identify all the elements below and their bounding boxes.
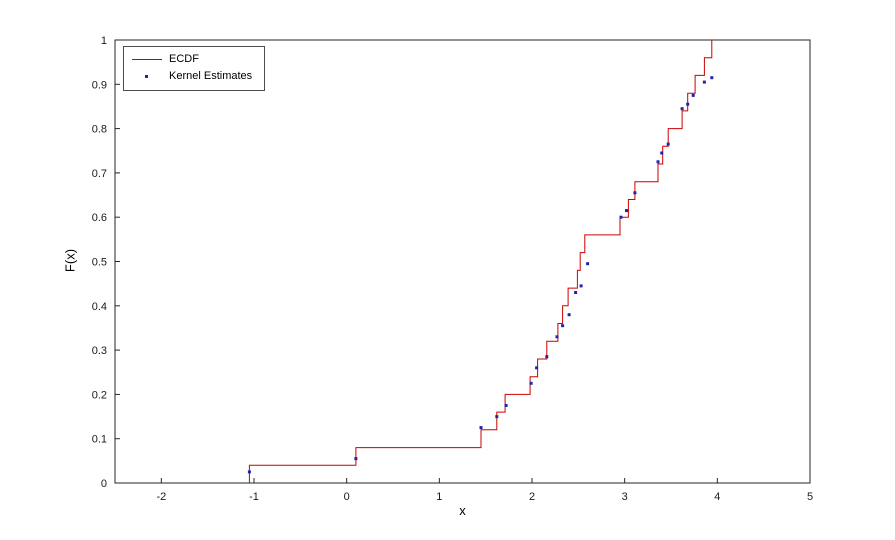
- y-tick-label: 0.5: [92, 257, 107, 269]
- ecdf-line-swatch: [132, 54, 162, 65]
- x-tick-label: 1: [436, 491, 442, 503]
- y-tick-label: 0.6: [92, 212, 107, 224]
- legend-label-ecdf: ECDF: [169, 53, 199, 65]
- kernel-estimate-point: [545, 355, 549, 359]
- kernel-estimate-point: [574, 291, 578, 294]
- kernel-estimate-point: [529, 381, 533, 385]
- kernel-estimate-point: [247, 470, 251, 474]
- x-tick-label: 0: [344, 491, 350, 503]
- legend-label-kernel: Kernel Estimates: [169, 70, 253, 82]
- kernel-estimate-point: [666, 142, 670, 146]
- x-tick-label: 5: [807, 491, 813, 503]
- kernel-estimate-point: [656, 160, 660, 164]
- legend-item-ecdf: ECDF: [132, 51, 252, 68]
- legend: ECDF Kernel Estimates: [123, 46, 266, 91]
- kernel-estimate-point: [561, 324, 565, 328]
- kernel-estimate-point: [535, 366, 539, 370]
- x-axis-label: x: [459, 503, 466, 518]
- y-tick-label: 1: [101, 35, 107, 47]
- x-tick-label: 4: [714, 491, 720, 503]
- kernel-estimate-point: [479, 426, 483, 430]
- plot-frame: [114, 39, 811, 484]
- kernel-estimate-point: [504, 404, 508, 407]
- kernel-estimate-point: [633, 191, 637, 195]
- kernel-estimate-point: [567, 313, 571, 317]
- x-tick-label: 2: [529, 491, 535, 503]
- kernel-estimate-point: [691, 93, 695, 97]
- y-tick-label: 0.4: [92, 301, 107, 313]
- kernel-estimate-point: [710, 76, 714, 80]
- ecdf-line-sample: [132, 59, 162, 60]
- x-tick-label: -1: [249, 491, 259, 503]
- kernel-estimate-point: [702, 80, 706, 84]
- y-tick-label: 0.9: [92, 79, 107, 91]
- kernel-estimate-point: [660, 151, 664, 155]
- y-tick-label: 0.7: [92, 168, 107, 180]
- kernel-estimate-point: [686, 102, 690, 106]
- kernel-estimate-point: [555, 335, 559, 339]
- kernel-estimate-point: [495, 415, 499, 419]
- ecdf-step-line: [248, 40, 713, 483]
- kernel-estimate-point: [354, 457, 358, 461]
- y-tick-label: 0: [101, 478, 107, 490]
- legend-item-kernel: Kernel Estimates: [132, 68, 252, 85]
- y-tick-label: 0.1: [92, 434, 107, 446]
- kernel-estimate-point: [680, 107, 684, 111]
- y-tick-label: 0.3: [92, 345, 107, 357]
- kernel-estimate-point: [586, 262, 590, 266]
- y-tick-label: 0.2: [92, 389, 107, 401]
- kernel-estimate-point: [619, 215, 623, 219]
- y-tick-label: 0.8: [92, 124, 107, 136]
- kernel-dot-swatch: [132, 71, 162, 82]
- kernel-dot-sample: [145, 75, 148, 78]
- x-tick-label: -2: [156, 491, 166, 503]
- kernel-estimate-point: [579, 284, 583, 288]
- x-tick-label: 3: [622, 491, 628, 503]
- y-axis-label: F(x): [62, 248, 78, 273]
- kernel-estimate-point: [625, 209, 628, 213]
